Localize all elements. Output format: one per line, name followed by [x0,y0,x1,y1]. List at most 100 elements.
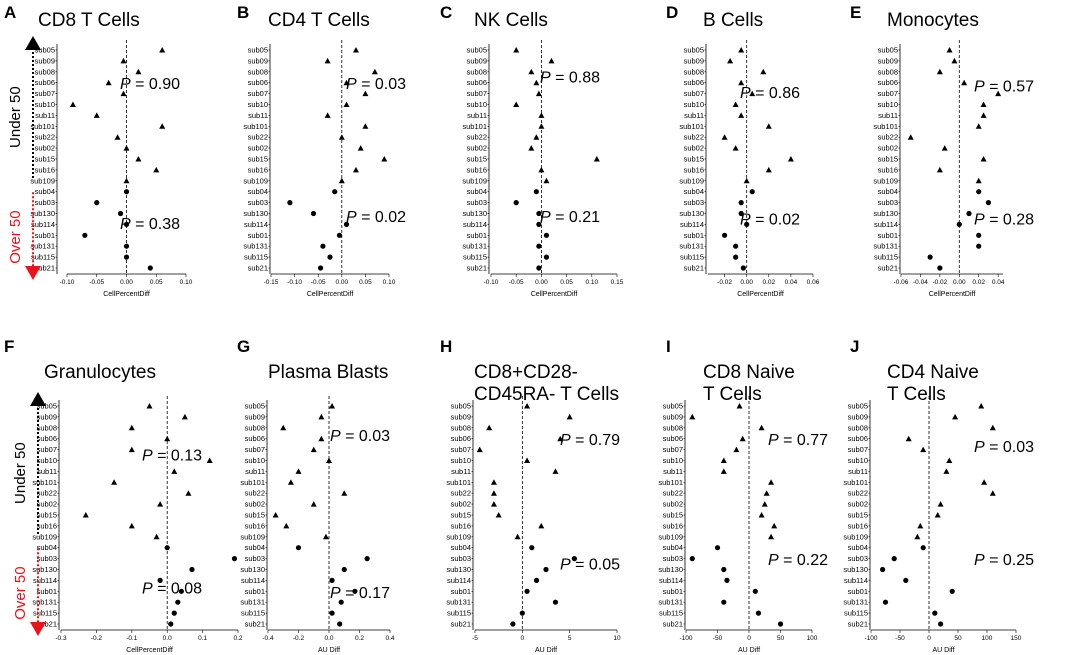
subject-label: sub11 [35,111,55,120]
subject-label: sub101 [240,478,265,487]
data-point-over50 [231,556,238,562]
data-point-under50 [381,156,388,162]
subject-label: sub02 [37,500,57,509]
data-point-over50 [123,254,130,260]
data-point-under50 [914,533,921,540]
subject-label: sub04 [35,187,55,196]
x-axis-label: CellPercentDiff [929,291,976,298]
p-value-number: = 0.88 [551,70,600,87]
subject-label: sub131 [873,242,898,251]
x-tick-label: -0.2 [293,635,305,642]
subject-label: sub15 [467,155,487,164]
subject-label: sub01 [684,231,704,240]
data-point-under50 [310,501,317,507]
p-symbol: P [120,216,131,233]
p-value-number: = 0.17 [341,585,390,602]
data-point-under50 [280,424,287,431]
subject-label: sub10 [467,100,487,109]
p-symbol: P [974,211,985,228]
subject-label: sub06 [684,78,704,87]
data-point-over50 [338,599,344,605]
subject-label: sub16 [248,165,268,174]
subject-label: sub05 [663,402,683,411]
x-axis-label: AU Diff [738,647,760,654]
p-symbol: P [560,432,571,449]
data-point-under50 [980,156,987,162]
panel-title: NK Cells [474,10,548,31]
data-point-over50 [985,200,992,206]
p-value-over50: P = 0.05 [560,557,620,574]
subject-label: sub07 [248,89,268,98]
p-symbol: P [346,76,357,93]
subject-label: sub109 [873,176,898,185]
data-point-over50 [880,566,886,573]
subject-label: sub114 [447,576,471,585]
subject-label: sub04 [467,187,487,196]
subject-label: sub03 [248,198,268,207]
subject-label: sub15 [35,155,55,164]
data-point-under50 [318,413,325,420]
subject-label: sub10 [37,456,57,465]
subject-label: sub05 [878,46,898,55]
subject-label: sub04 [878,187,898,196]
subject-label: sub06 [878,78,898,87]
subject-label: sub03 [451,554,471,563]
x-tick-label: 0.10 [180,279,193,286]
subject-label: sub04 [248,187,268,196]
p-symbol: P [142,580,153,597]
x-tick-label: 5 [568,635,572,642]
subject-label: sub130 [243,209,268,218]
subject-label: sub08 [663,423,683,432]
data-point-under50 [978,403,985,409]
subject-label: sub115 [659,609,683,618]
data-point-under50 [120,57,127,64]
data-point-over50 [949,588,955,594]
panel-title: Monocytes [887,10,979,31]
data-point-under50 [352,166,359,173]
subject-label: sub22 [684,133,704,142]
panel-title: CD45RA- T Cells [474,384,619,405]
data-point-over50 [337,621,343,627]
x-axis-label: CellPercentDiff [737,291,784,298]
data-point-under50 [287,479,294,485]
p-value-number: = 0.79 [571,432,620,449]
data-point-over50 [519,610,525,616]
subject-label: sub115 [33,609,57,618]
p-symbol: P [560,557,571,574]
data-point-over50 [956,221,962,227]
subject-label: sub130 [843,565,868,574]
data-point-under50 [917,522,924,529]
data-point-under50 [552,468,559,474]
subject-label: sub101 [243,122,268,131]
x-tick-label: 0 [521,635,525,642]
x-tick-label: -0.10 [287,279,302,286]
x-tick-label: 0 [747,635,751,642]
subject-label: sub02 [35,144,55,153]
x-tick-label: 10 [613,635,621,642]
data-point-over50 [689,556,695,562]
subject-label: sub09 [878,56,898,65]
subject-label: sub109 [240,532,265,541]
subject-label: sub109 [843,532,868,541]
data-point-under50 [120,90,127,97]
data-point-under50 [557,435,564,442]
x-tick-label: -5 [472,635,478,642]
subject-label: sub114 [31,220,55,229]
data-point-under50 [164,435,171,442]
subject-label: sub15 [848,511,868,520]
subject-label: sub02 [848,500,868,509]
x-tick-label: -0.04 [913,279,928,286]
subject-label: sub06 [37,434,57,443]
data-point-over50 [147,265,153,271]
subject-label: sub09 [245,412,265,421]
data-point-under50 [486,424,493,431]
p-value-over50: P = 0.28 [974,211,1034,228]
x-axis-label: CellPercentDiff [126,647,173,654]
subject-label: sub01 [663,587,683,596]
subject-label: sub101 [843,478,868,487]
x-tick-label: 0.15 [611,279,624,286]
subject-label: sub10 [684,100,704,109]
subject-label: sub10 [848,456,868,465]
data-point-under50 [749,90,756,97]
subject-label: sub01 [848,587,868,596]
